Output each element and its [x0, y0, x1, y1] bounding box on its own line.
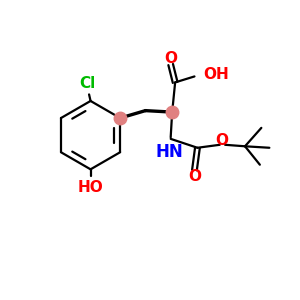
Text: O: O [216, 133, 229, 148]
Text: HO: HO [78, 180, 104, 195]
Text: HN: HN [155, 143, 183, 161]
Text: O: O [188, 169, 201, 184]
Text: Cl: Cl [79, 76, 95, 91]
Text: O: O [164, 51, 177, 66]
Text: OH: OH [203, 68, 229, 82]
